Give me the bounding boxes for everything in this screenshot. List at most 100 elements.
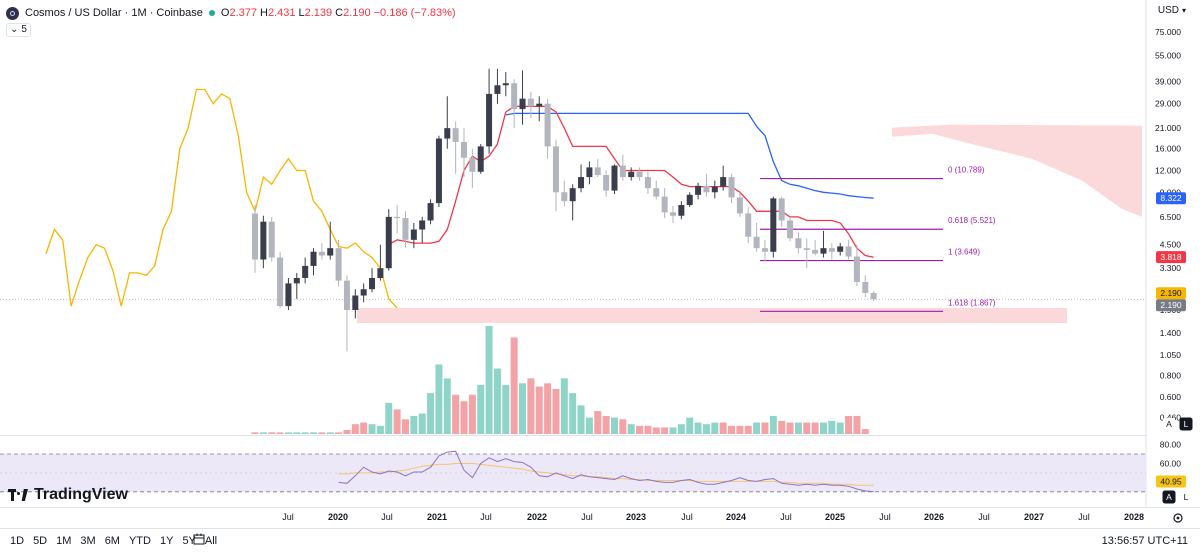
candle-body <box>552 146 559 193</box>
candle-body <box>661 196 668 213</box>
candle-body <box>761 248 768 252</box>
range-5y[interactable]: 5Y <box>182 535 196 547</box>
volume-bar <box>268 432 276 434</box>
candle-body <box>461 141 467 158</box>
price-tick-label: 12.000 <box>1155 165 1181 175</box>
low-value: 2.139 <box>304 7 333 19</box>
candle-body <box>603 175 610 191</box>
volume-bar <box>460 401 468 434</box>
volume-bar <box>794 422 802 434</box>
price-tag <box>1156 192 1186 205</box>
rsi-log-scale-button[interactable] <box>1180 491 1192 503</box>
candle-body <box>502 83 509 86</box>
candle-body <box>419 220 426 230</box>
candle-body <box>302 265 309 278</box>
candle-body <box>310 251 317 266</box>
price-tick-label: 29.000 <box>1155 99 1181 109</box>
rsi-ma-line <box>338 463 874 486</box>
volume-bar <box>753 422 761 434</box>
candle-body <box>260 221 267 260</box>
range-1m[interactable]: 1M <box>56 535 72 547</box>
price-chart[interactable]: 0 (10.789) 0.618 (5.521) 1 (3.649) 1.618 (1… <box>0 0 1200 528</box>
price-tick-label: 1.400 <box>1160 328 1182 338</box>
volume-bar <box>401 419 409 434</box>
currency-selector[interactable]: USD ▾ <box>1158 5 1186 16</box>
candle-body <box>293 277 300 284</box>
range-5d[interactable]: 5D <box>33 535 48 547</box>
range-ytd[interactable]: YTD <box>128 535 151 547</box>
volume-bar <box>819 422 827 434</box>
volume-bar <box>853 416 861 434</box>
tradingview-logo[interactable]: TradingView <box>8 486 128 504</box>
rsi-auto-scale-button[interactable] <box>1162 490 1176 504</box>
symbol-title[interactable]: Cosmos / US Dollar · 1M · Coinbase <box>25 7 203 19</box>
volume-bar <box>836 422 844 434</box>
market-status-icon <box>208 10 215 16</box>
volume-bar <box>418 413 426 434</box>
range-1d[interactable]: 1D <box>10 535 25 547</box>
gear-icon[interactable] <box>1173 513 1183 523</box>
volume-bar <box>719 422 727 434</box>
bottom-toolbar: 1D 5D 1M 3M 6M YTD 1Y 5Y All 13:56:57 UTC+11 <box>0 528 1200 555</box>
rsi-value-label: 40.95 <box>1160 476 1182 486</box>
volume-bar <box>544 383 552 434</box>
volume-bar <box>410 416 418 434</box>
price-tick-label: 0.460 <box>1160 412 1182 422</box>
volume-bar <box>335 432 343 434</box>
range-all[interactable]: All <box>204 535 218 547</box>
candle-body <box>477 146 484 172</box>
volume-bar <box>594 411 602 434</box>
candle-body <box>578 177 585 189</box>
volume-bar <box>619 419 627 434</box>
candle-body <box>536 103 543 107</box>
time-tick-label: 2025 <box>825 512 845 522</box>
clock-readout[interactable]: 13:56:57 UTC+11 <box>1101 535 1188 547</box>
volume-bar <box>636 425 644 434</box>
range-3m[interactable]: 3M <box>80 535 96 547</box>
time-tick-label: 2026 <box>924 512 944 522</box>
price-tick-label: 39.000 <box>1155 76 1181 86</box>
calendar-icon[interactable] <box>193 533 205 545</box>
candle-body <box>352 295 359 310</box>
candle-body <box>343 280 350 310</box>
candle-body <box>628 171 635 178</box>
candle-body <box>653 188 660 197</box>
candle-body <box>820 248 827 254</box>
price-tick-label: 3.300 <box>1160 263 1182 273</box>
high-label: H <box>259 7 268 19</box>
fib-level-label: 0 (10.789) <box>948 166 985 175</box>
price-tick-label: 6.500 <box>1160 212 1182 222</box>
indicators-collapse-button[interactable]: ⌄ 5 <box>6 23 31 37</box>
log-scale-button[interactable] <box>1179 417 1193 431</box>
candle-body <box>527 98 534 107</box>
candle-body <box>494 85 501 94</box>
range-1y[interactable]: 1Y <box>159 535 174 547</box>
open-value: 2.377 <box>229 7 257 19</box>
candle-body <box>394 216 401 219</box>
time-tick-label: 2027 <box>1024 512 1044 522</box>
auto-scale-button[interactable] <box>1163 418 1175 430</box>
gear-center <box>1176 516 1180 520</box>
volume-bar <box>585 417 593 434</box>
candle-body <box>452 128 459 142</box>
low-label: L <box>298 7 305 19</box>
range-6m[interactable]: 6M <box>104 535 120 547</box>
candle-body <box>703 185 710 193</box>
volume-bar <box>677 424 685 434</box>
candle-body <box>285 283 292 307</box>
volume-bar <box>293 432 301 434</box>
candle-body <box>402 218 409 240</box>
price-tick-label: 75.000 <box>1155 27 1181 37</box>
indicator-count: 5 <box>21 24 27 35</box>
candle-body <box>728 177 735 198</box>
high-value: 2.431 <box>267 7 296 19</box>
volume-bar <box>552 389 560 434</box>
volume-bar <box>861 429 869 434</box>
volume-bar <box>728 425 736 434</box>
candle-body <box>753 236 760 249</box>
currency-label: USD <box>1157 5 1179 16</box>
volume-bar <box>493 368 501 434</box>
candle-body <box>252 213 258 260</box>
symbol-legend[interactable]: Cosmos / US Dollar · 1M · Coinbase O 2.37… <box>6 5 459 21</box>
candle-body <box>444 128 451 139</box>
